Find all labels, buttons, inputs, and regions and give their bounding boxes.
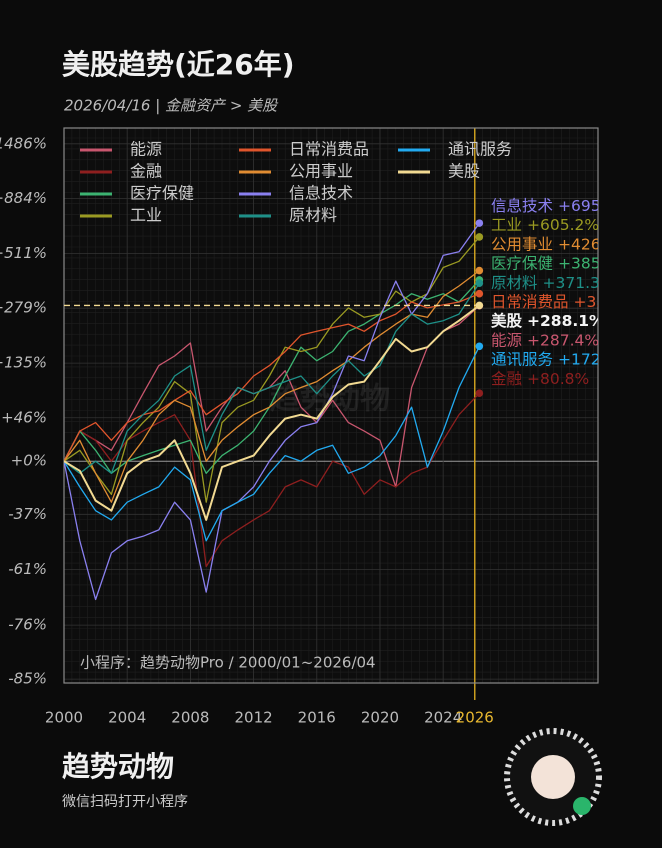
legend-label: 美股 <box>448 162 480 181</box>
x-tick-label: 2000 <box>45 709 83 727</box>
end-label-value: +288.1% <box>527 312 605 330</box>
end-label: 公用事业 +426.0% <box>491 235 630 253</box>
end-dot <box>475 266 484 275</box>
end-label-name: 原材料 <box>491 273 538 291</box>
end-dot <box>475 219 484 227</box>
y-tick-label: +511% <box>0 244 47 262</box>
y-tick-label: -37% <box>8 505 47 523</box>
y-tick-label: +279% <box>0 299 47 317</box>
series-line <box>64 346 480 542</box>
end-dot <box>475 301 484 310</box>
y-tick-label: +884% <box>0 189 47 207</box>
legend-label: 通讯服务 <box>448 140 512 159</box>
end-label-name: 美股 <box>491 311 523 330</box>
legend-label: 能源 <box>130 140 162 159</box>
wechat-badge <box>573 797 591 815</box>
y-tick-label: +0% <box>11 452 47 470</box>
end-label-value: +371.3% <box>543 273 615 291</box>
end-label-name: 能源 <box>491 331 522 349</box>
legend-label: 原材料 <box>289 206 337 225</box>
annotation: 小程序：趋势动物Pro / 2000/01~2026/04 <box>80 654 376 672</box>
x-tick-label: 2026 <box>456 709 494 727</box>
series-line <box>64 270 480 503</box>
series-line <box>64 392 480 568</box>
end-label-value: +172.0% <box>558 350 630 368</box>
plot-border <box>63 127 599 684</box>
series-line <box>64 222 480 601</box>
qr-logo <box>531 755 575 799</box>
end-dot <box>475 279 484 287</box>
end-label-name: 医疗保健 <box>491 254 553 272</box>
qr-code[interactable] <box>504 728 602 826</box>
end-label: 日常消费品 +330.0% <box>491 293 646 311</box>
series-line <box>64 282 480 474</box>
subtitle: 2026/04/16 | 金融资产 > 美股 <box>64 97 279 115</box>
end-label: 医疗保健 +385.0% <box>491 254 630 272</box>
x-tick-label: 2004 <box>108 709 146 727</box>
y-tick-label: +135% <box>0 354 47 372</box>
end-label: 工业 +605.2% <box>491 216 599 234</box>
end-dot <box>475 389 484 398</box>
end-label-value: +695.0% <box>558 197 630 215</box>
legend-label: 医疗保健 <box>130 184 194 203</box>
legend-label: 金融 <box>130 162 162 181</box>
y-tick-label: -76% <box>8 616 47 634</box>
end-label-name: 公用事业 <box>491 235 553 253</box>
series-line <box>64 236 480 503</box>
chart-title: 美股趋势(近26年) <box>62 48 295 81</box>
legend-label: 日常消费品 <box>289 140 369 159</box>
end-label-value: +287.4% <box>527 331 599 349</box>
end-label: 原材料 +371.3% <box>491 273 615 291</box>
x-tick-label: 2012 <box>234 709 272 727</box>
x-tick-label: 2024 <box>424 709 462 727</box>
footer-subtitle: 微信扫码打开小程序 <box>62 793 188 810</box>
end-label-name: 通讯服务 <box>491 350 553 368</box>
legend-label: 工业 <box>130 206 162 225</box>
end-label-name: 工业 <box>491 216 522 234</box>
end-dot <box>475 342 484 351</box>
x-tick-label: 2008 <box>171 709 209 727</box>
minor-grid <box>63 128 598 684</box>
end-dot <box>475 289 484 298</box>
end-label-value: +426.0% <box>558 235 630 253</box>
end-label: 金融 +80.8% <box>491 369 589 387</box>
end-label-name: 金融 <box>491 369 522 387</box>
end-label: 能源 +287.4% <box>491 331 599 349</box>
end-dot <box>475 233 484 241</box>
y-tick-label: -85% <box>8 670 47 688</box>
x-tick-label: 2016 <box>298 709 336 727</box>
end-label: 信息技术 +695.0% <box>491 197 630 215</box>
y-tick-label: -61% <box>8 560 47 578</box>
end-label-value: +385.0% <box>558 254 630 272</box>
end-label-value: +80.8% <box>527 369 589 387</box>
x-tick-label: 2020 <box>361 709 399 727</box>
footer-title: 趋势动物 <box>62 750 174 783</box>
end-label: 通讯服务 +172.0% <box>491 350 630 368</box>
y-tick-label: +1486% <box>0 134 47 152</box>
end-label-name: 信息技术 <box>491 197 553 215</box>
plot-clip: 信息技术 +695.0% 工业 +605.2%公用事业 +426.0% 医疗保健 +385.… <box>64 197 646 601</box>
end-label-value: +605.2% <box>527 216 599 234</box>
legend-label: 信息技术 <box>289 184 353 203</box>
legend-label: 公用事业 <box>289 162 353 181</box>
end-label: 美股 +288.1% <box>491 311 605 330</box>
end-label-value: +330.0% <box>574 293 646 311</box>
end-label-name: 日常消费品 <box>491 293 569 311</box>
y-tick-label: +46% <box>1 408 47 426</box>
series-line <box>64 304 480 521</box>
